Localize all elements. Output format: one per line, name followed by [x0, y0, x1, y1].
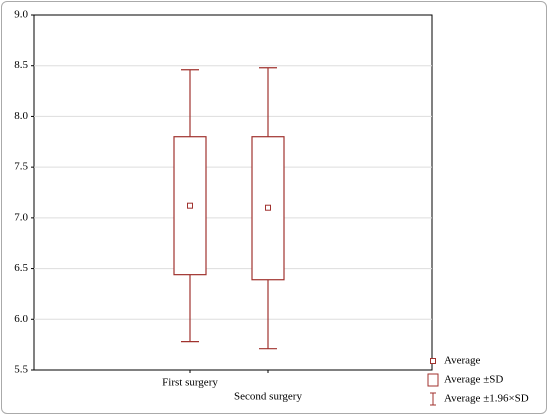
y-tick-label: 8.5: [14, 59, 28, 71]
legend-label: Average ±1.96×SD: [444, 393, 529, 405]
mean-marker: [265, 204, 271, 211]
y-tick-label: 9.0: [14, 9, 28, 21]
x-tick-label: Second surgery: [234, 391, 302, 403]
plot-frame: [33, 14, 433, 371]
y-tick-label: 6.5: [14, 262, 28, 274]
y-tick-label: 7.0: [14, 211, 28, 223]
x-tick-label: First surgery: [162, 377, 218, 389]
legend-label: Average: [444, 355, 481, 367]
legend-symbol: [427, 373, 439, 387]
y-tick-label: 6.0: [14, 313, 28, 325]
mean-marker: [187, 202, 193, 209]
y-tick-label: 7.5: [14, 161, 28, 173]
legend-symbol: [430, 358, 436, 364]
y-tick-label: 8.0: [14, 110, 28, 122]
legend-label: Average ±SD: [444, 374, 503, 386]
y-tick-label: 5.5: [14, 364, 28, 376]
